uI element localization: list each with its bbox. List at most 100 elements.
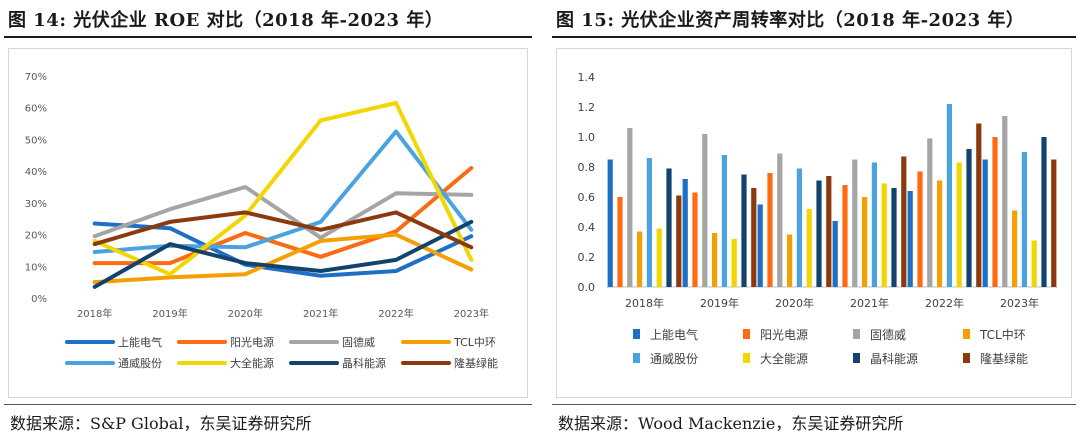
bar-3	[927, 138, 933, 287]
bar-6	[956, 162, 962, 287]
legend-label: TCL中环	[453, 336, 496, 349]
y-tick-label: 60%	[25, 104, 47, 115]
bar-2	[992, 137, 998, 287]
y-tick-label: 0.4	[578, 221, 596, 234]
legend-label: 固德威	[870, 327, 906, 342]
bar-4	[787, 234, 793, 287]
x-tick-label: 2021年	[303, 307, 338, 320]
bar-8	[826, 176, 832, 287]
bar-1	[682, 179, 688, 287]
bar-7	[966, 149, 972, 287]
legend-label: 晶科能源	[342, 356, 386, 370]
bar-2	[767, 173, 773, 287]
y-tick-label: 50%	[25, 135, 47, 146]
bar-1	[982, 159, 988, 287]
y-tick-label: 30%	[25, 199, 47, 210]
bar-3	[852, 159, 858, 287]
bar-5	[721, 155, 727, 287]
bar-6	[881, 183, 887, 287]
bar-7	[1041, 137, 1047, 287]
legend-label: 上能电气	[118, 335, 162, 349]
bar-6	[656, 228, 662, 287]
legend-swatch	[633, 329, 640, 339]
roe-chart-title: 图 14: 光伏企业 ROE 对比（2018 年-2023 年）	[8, 10, 444, 31]
bar-7	[741, 174, 747, 287]
bar-1	[757, 204, 763, 287]
legend-label: 隆基绿能	[980, 351, 1028, 366]
bar-6	[731, 239, 737, 287]
x-tick-label: 2020年	[228, 307, 263, 320]
bar-4	[937, 180, 943, 287]
bar-8	[901, 156, 907, 287]
turnover-chart-title: 图 15: 光伏企业资产周转率对比（2018 年-2023 年）	[556, 10, 1025, 31]
legend-label: 通威股份	[650, 352, 698, 366]
legend-swatch	[963, 329, 970, 339]
roe-panel: 图 14: 光伏企业 ROE 对比（2018 年-2023 年） 0% 10% 20…	[0, 0, 536, 447]
bar-6	[806, 209, 812, 287]
y-tick-label: 20%	[25, 231, 47, 242]
bar-1	[607, 159, 613, 287]
turnover-panel: 图 15: 光伏企业资产周转率对比（2018 年-2023 年） 0.0 0.2 0…	[548, 0, 1080, 447]
x-tick-label: 2021年	[850, 296, 889, 310]
y-tick-label: 1.4	[578, 71, 596, 84]
roe-line-chart: 0% 10% 20% 30% 40% 50% 60% 70% 2018年 2019年 2020年 20…	[25, 72, 498, 370]
legend-swatch	[853, 353, 860, 363]
legend-label: 阳光电源	[230, 335, 274, 349]
bar-8	[1051, 159, 1057, 287]
legend-label: 大全能源	[760, 351, 808, 366]
y-tick-label: 1.2	[578, 101, 596, 114]
legend-swatch	[963, 353, 970, 363]
legend-label: TCL中环	[979, 327, 1026, 342]
y-tick-label: 1.0	[578, 131, 596, 144]
bar-5	[871, 162, 877, 287]
bar-4	[637, 231, 643, 287]
series-line-5	[92, 129, 474, 254]
bar-3	[777, 153, 783, 287]
roe-source-note: 数据来源：S&P Global，东吴证券研究所	[10, 414, 312, 433]
bar-4	[1012, 210, 1018, 287]
legend-label: 固德威	[342, 335, 375, 349]
bar-2	[842, 185, 848, 287]
x-tick-label: 2022年	[925, 296, 964, 310]
legend-swatch	[743, 353, 750, 363]
x-tick-label: 2018年	[77, 307, 112, 320]
y-tick-label: 0.0	[578, 281, 596, 294]
y-tick-label: 70%	[25, 72, 47, 83]
x-tick-label: 2023年	[1000, 296, 1039, 310]
bar-7	[891, 188, 897, 287]
x-tick-label: 2018年	[625, 296, 664, 310]
source-rule	[552, 404, 1076, 405]
series-line-2	[92, 166, 474, 266]
bar-4	[712, 233, 718, 287]
bar-3	[1002, 116, 1008, 287]
turnover-chart-frame: 0.0 0.2 0.4 0.6 0.8 1.0 1.2 1.4 2018年 2019年 2020年 2…	[556, 48, 1072, 398]
bar-3	[702, 134, 708, 287]
series-line-6	[92, 101, 474, 277]
x-tick-label: 2020年	[775, 296, 814, 310]
bar-6	[1031, 240, 1037, 287]
legend-label: 晶科能源	[870, 352, 918, 366]
legend-label: 隆基绿能	[454, 356, 498, 370]
x-tick-label: 2019年	[152, 307, 187, 320]
bar-2	[692, 192, 698, 287]
title-rule	[4, 36, 532, 38]
y-tick-label: 10%	[25, 262, 47, 273]
source-rule	[4, 404, 532, 405]
bar-1	[832, 221, 838, 287]
series-line-4	[92, 232, 474, 285]
bar-5	[646, 158, 652, 287]
bar-8	[751, 188, 757, 287]
bar-2	[917, 171, 923, 287]
title-rule	[552, 36, 1076, 38]
bar-5	[796, 168, 802, 287]
roe-chart-frame: 0% 10% 20% 30% 40% 50% 60% 70% 2018年 2019年 2020年 20…	[8, 48, 528, 398]
bar-5	[946, 104, 952, 287]
legend-label: 大全能源	[230, 356, 274, 370]
series-line-7	[92, 219, 474, 289]
bar-3	[627, 128, 633, 287]
y-tick-label: 0.2	[578, 251, 596, 264]
bar-1	[907, 191, 913, 287]
x-tick-label: 2023年	[454, 307, 489, 320]
y-tick-label: 0.8	[578, 161, 596, 174]
y-tick-label: 0%	[31, 294, 47, 305]
